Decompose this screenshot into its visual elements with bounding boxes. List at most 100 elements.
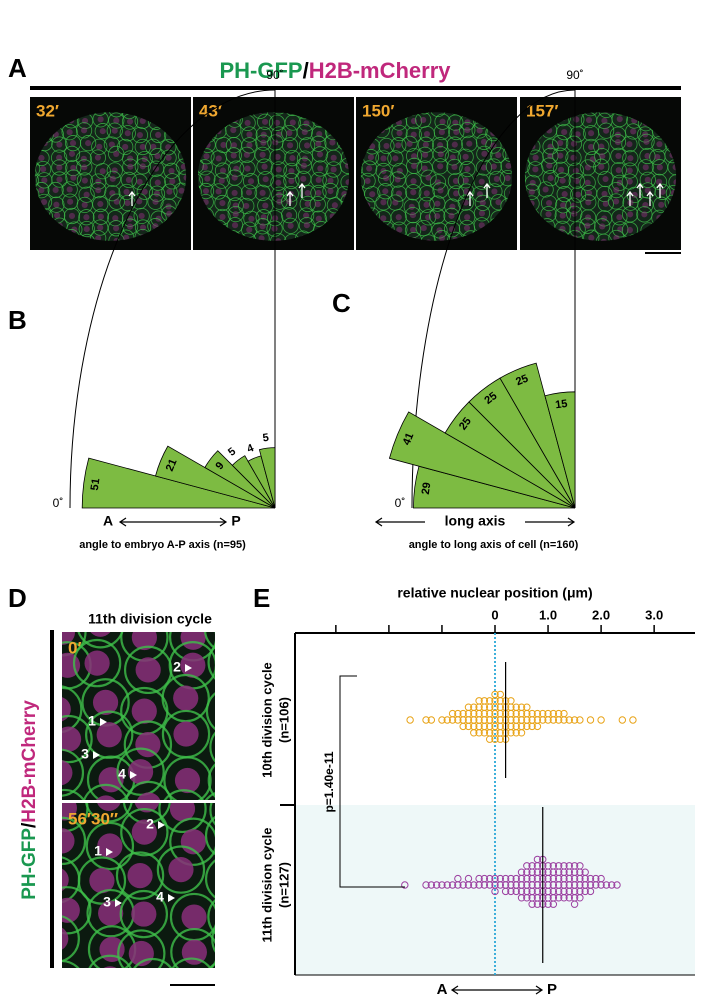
nucleus (43, 262, 49, 268)
membrane (253, 230, 270, 241)
nucleus (481, 150, 488, 157)
dot (597, 716, 605, 724)
dot (443, 881, 451, 889)
membrane (310, 171, 327, 189)
nucleus (422, 261, 428, 267)
membrane (241, 137, 258, 154)
nucleus (52, 186, 59, 194)
membrane (24, 255, 39, 270)
dot (565, 716, 573, 724)
membrane (62, 714, 93, 764)
membrane (585, 255, 600, 270)
dot (475, 697, 483, 705)
nucleus (219, 768, 244, 793)
dot (629, 716, 637, 724)
nucleus (573, 116, 580, 123)
nucleus (71, 259, 77, 265)
membrane (92, 219, 109, 236)
nucleus (217, 823, 242, 848)
nucleus (559, 177, 566, 184)
nucleus (532, 154, 539, 161)
nucleus (286, 198, 293, 205)
dot (496, 690, 505, 699)
nucleus (98, 900, 124, 926)
axis-end: A (437, 981, 448, 998)
nucleus (410, 153, 418, 160)
membrane (418, 256, 433, 271)
membrane (641, 255, 656, 270)
nucleus (70, 174, 77, 181)
side-part: PH-GFP (19, 828, 40, 900)
membrane (88, 954, 132, 968)
wedge (388, 411, 576, 509)
nucleus (332, 262, 338, 268)
nucleus (601, 117, 608, 124)
nucleus (493, 175, 500, 183)
membrane (681, 135, 696, 150)
nucleus (261, 118, 269, 125)
membrane (161, 253, 176, 268)
membrane (377, 183, 394, 200)
membrane (360, 172, 376, 190)
p-value: p=1.40e-11 (322, 751, 336, 812)
membrane (499, 169, 513, 187)
nucleus (62, 828, 75, 854)
dot (539, 709, 547, 718)
nucleus (248, 215, 255, 222)
nucleus (571, 249, 577, 255)
bracket (339, 675, 405, 888)
nucleus (165, 144, 172, 151)
nucleus (304, 189, 311, 197)
nucleus (476, 127, 483, 134)
dot (485, 735, 494, 743)
membrane (115, 851, 165, 900)
nucleus (62, 897, 80, 923)
membrane (682, 220, 697, 235)
membrane (420, 234, 437, 241)
nucleus (543, 263, 549, 269)
nucleus (437, 151, 444, 158)
membrane (524, 170, 527, 187)
arrowhead (115, 899, 122, 907)
membrane (171, 957, 212, 968)
membrane (225, 257, 240, 272)
nucleus (616, 214, 623, 221)
axis-end: P (231, 513, 240, 529)
membrane (72, 638, 122, 688)
nucleus (139, 224, 147, 231)
x-tick-label: 3.0 (645, 607, 663, 622)
nucleus (94, 154, 102, 161)
nucleus (626, 178, 633, 185)
nucleus (56, 263, 62, 269)
membrane (256, 113, 274, 130)
membrane (117, 929, 166, 968)
nucleus (68, 212, 76, 220)
nucleus (40, 198, 48, 206)
nucleus (42, 250, 48, 256)
nucleus (275, 179, 282, 186)
dot (549, 862, 558, 870)
membrane (62, 685, 83, 734)
dot (507, 874, 515, 883)
nucleus (542, 186, 549, 193)
membrane (225, 147, 242, 164)
nucleus (506, 249, 512, 255)
nucleus (81, 201, 88, 209)
nucleus (99, 168, 106, 175)
nucleus (49, 972, 74, 997)
angle-label: 0˚ (395, 496, 406, 510)
dot (528, 709, 536, 718)
membrane (108, 193, 125, 210)
membrane (429, 208, 446, 225)
angle-label: 90˚ (566, 68, 583, 82)
angle-label: 0˚ (53, 496, 64, 510)
nucleus (131, 819, 157, 845)
membrane (459, 121, 476, 139)
nucleus (656, 164, 663, 171)
double-arrow (118, 517, 228, 527)
nucleus (215, 188, 222, 195)
membrane (361, 160, 378, 177)
nucleus (232, 210, 239, 218)
nucleus (245, 262, 251, 268)
membrane (432, 158, 449, 175)
